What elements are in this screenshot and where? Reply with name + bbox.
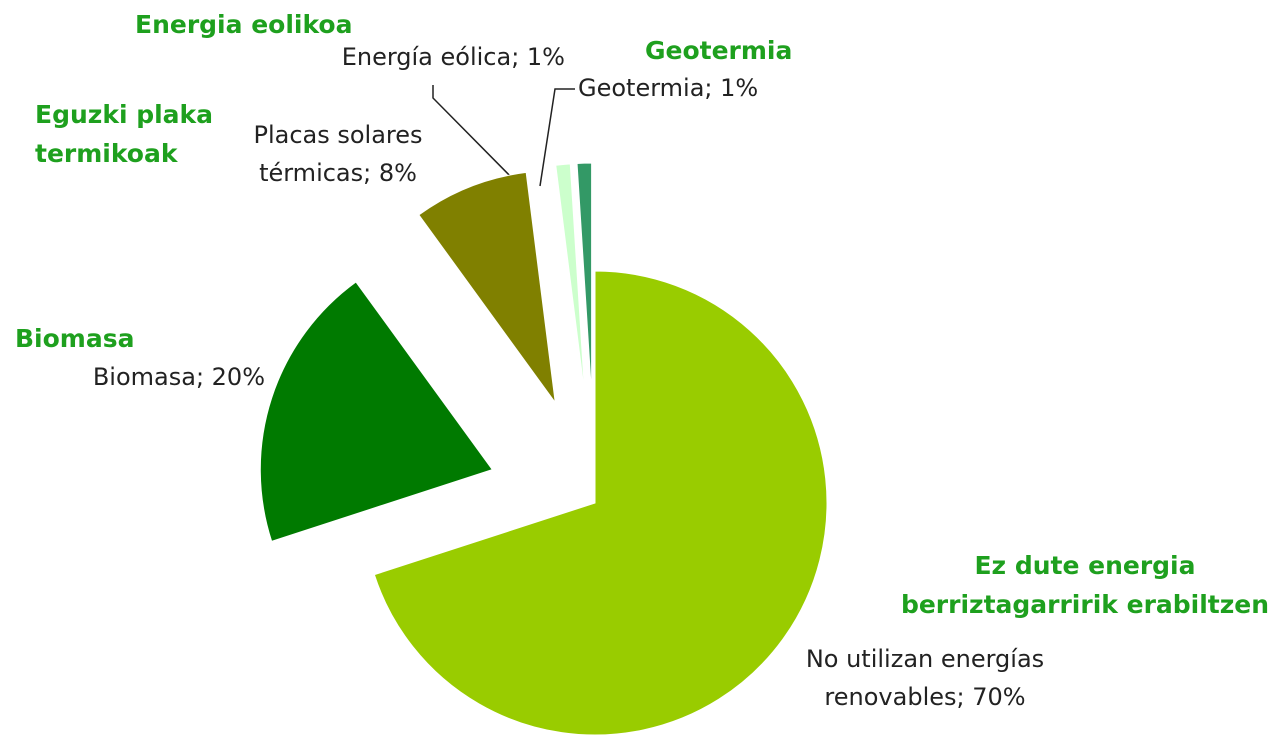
leader-line xyxy=(432,85,521,187)
annotation: Biomasa xyxy=(15,324,134,353)
text-line: termikoak xyxy=(35,139,179,168)
leader-line xyxy=(539,88,575,187)
text-line: térmicas; 8% xyxy=(259,159,417,187)
data-label: Biomasa; 20% xyxy=(93,363,265,391)
text-line: Placas solares xyxy=(253,121,422,149)
annotation: Geotermia xyxy=(645,36,792,65)
text-line: berriztagarririk erabiltzen xyxy=(901,590,1269,619)
data-label: No utilizan energías renovables; 70% xyxy=(806,645,1044,711)
text-line: Energia eolikoa xyxy=(135,10,352,39)
pie-slice xyxy=(259,281,494,542)
text-line: Biomasa; 20% xyxy=(93,363,265,391)
pie-slice xyxy=(555,163,586,396)
text-line: Geotermia; 1% xyxy=(578,74,758,102)
text-line: Ez dute energia xyxy=(974,551,1195,580)
annotation: Eguzki plaka termikoak xyxy=(35,100,213,168)
annotation: Energia eolikoa xyxy=(135,10,352,39)
pie-slice xyxy=(418,171,556,403)
pie-slice xyxy=(576,162,593,396)
text-line: renovables; 70% xyxy=(824,683,1025,711)
data-label: Geotermia; 1% xyxy=(578,74,758,102)
text-line: Energía eólica; 1% xyxy=(342,43,565,71)
text-line: No utilizan energías xyxy=(806,645,1044,673)
text-line: Geotermia xyxy=(645,36,792,65)
data-label: Energía eólica; 1% xyxy=(342,43,565,71)
annotation: Ez dute energia berriztagarririk erabiltz… xyxy=(901,551,1269,619)
text-line: Eguzki plaka xyxy=(35,100,213,129)
text-line: Biomasa xyxy=(15,324,134,353)
pie-slice xyxy=(373,270,828,736)
data-label: Placas solares térmicas; 8% xyxy=(253,121,422,187)
